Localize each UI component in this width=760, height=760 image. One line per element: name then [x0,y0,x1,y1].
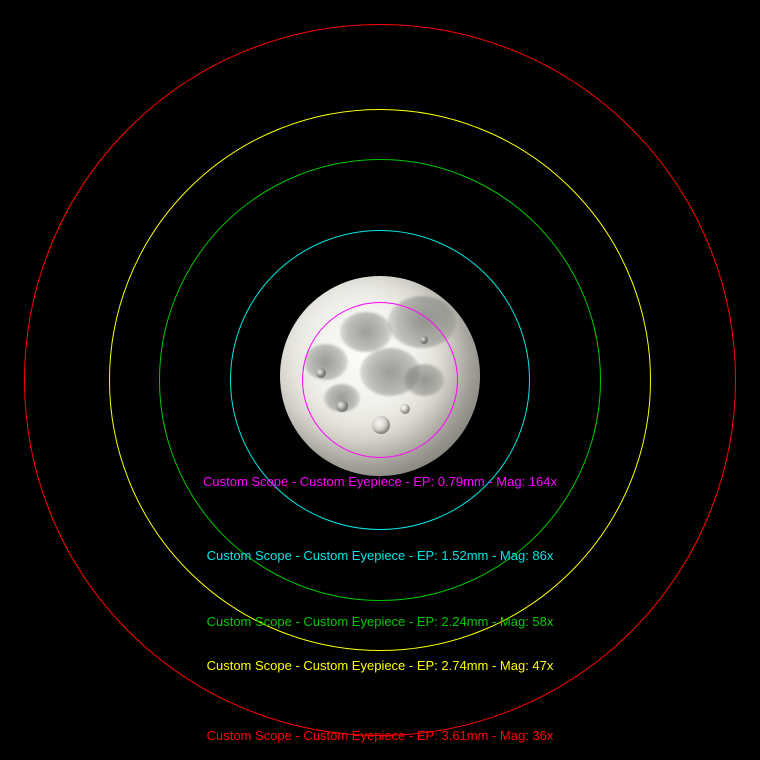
fov-diagram: Custom Scope - Custom Eyepiece - EP: 0.7… [0,0,760,760]
fov-ring-red [24,24,736,736]
